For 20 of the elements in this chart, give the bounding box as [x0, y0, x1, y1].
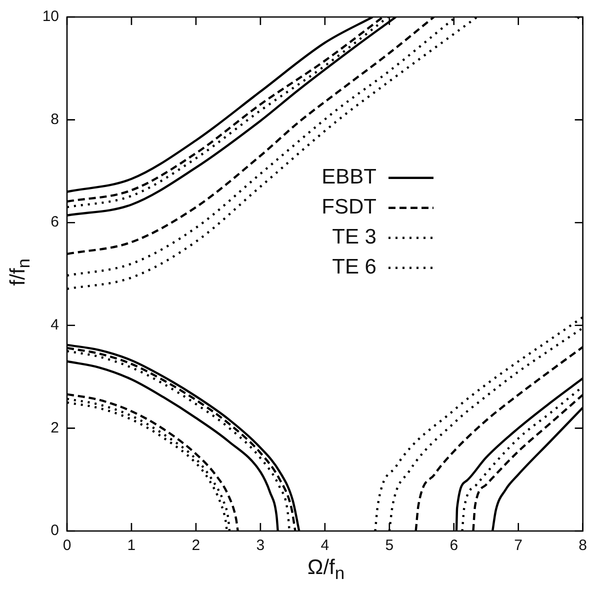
legend-label: FSDT: [322, 196, 377, 219]
x-tick-label: 2: [192, 537, 200, 554]
y-tick-label: 0: [50, 522, 59, 540]
y-tick-label: 2: [50, 419, 59, 436]
y-tick-label: 10: [42, 8, 59, 26]
x-tick-label: 0: [62, 537, 72, 554]
y-tick-label: 4: [50, 316, 59, 334]
y-tick-label: 8: [50, 110, 59, 128]
x-tick-label: 4: [320, 537, 330, 554]
legend-label: TE 3: [332, 226, 376, 249]
x-tick-label: 7: [514, 537, 523, 554]
legend-label: EBBT: [322, 166, 377, 189]
x-axis-title: Ω/f$_{n}$: [308, 556, 345, 584]
x-tick-label: 3: [256, 537, 265, 554]
x-tick-label: 8: [578, 537, 587, 554]
y-tick-label: 6: [50, 214, 59, 231]
x-tick-label: 1: [127, 537, 136, 554]
legend-label: TE 6: [332, 256, 376, 279]
x-tick-label: 5: [385, 537, 394, 554]
x-tick-label: 6: [450, 537, 458, 554]
